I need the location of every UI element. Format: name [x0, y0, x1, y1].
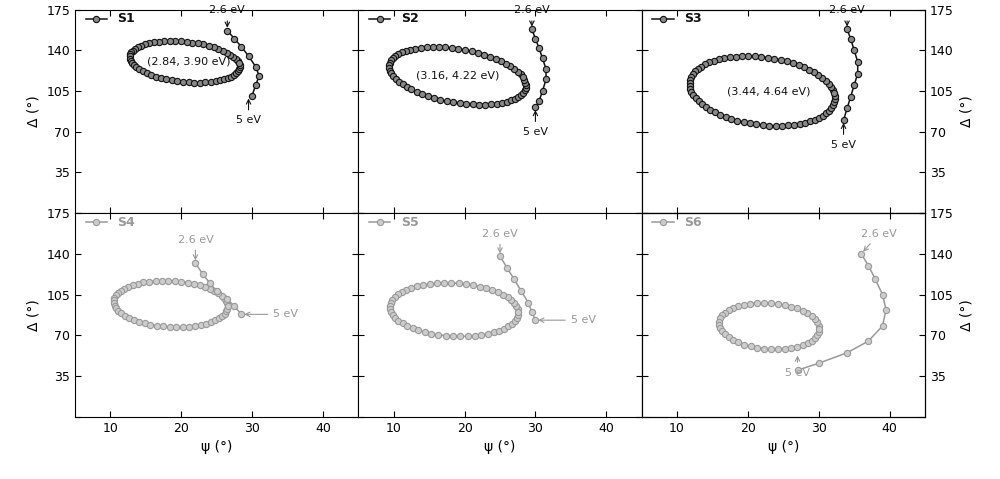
Y-axis label: Δ (°): Δ (°) [959, 299, 973, 331]
Text: 5 eV: 5 eV [831, 124, 856, 150]
Text: 5 eV: 5 eV [785, 357, 810, 378]
Text: S3: S3 [684, 12, 702, 25]
X-axis label: ψ (°): ψ (°) [201, 440, 232, 454]
Text: 5 eV: 5 eV [539, 315, 596, 325]
Text: 2.6 eV: 2.6 eV [209, 5, 245, 26]
Text: 5 eV: 5 eV [245, 309, 298, 319]
Text: 5 eV: 5 eV [236, 100, 261, 125]
Text: 2.6 eV: 2.6 eV [861, 229, 897, 251]
Text: S5: S5 [401, 216, 419, 229]
X-axis label: ψ (°): ψ (°) [768, 440, 799, 454]
X-axis label: ψ (°): ψ (°) [484, 440, 516, 454]
Text: 2.6 eV: 2.6 eV [482, 229, 518, 252]
Text: 2.6 eV: 2.6 eV [178, 235, 213, 259]
Text: 5 eV: 5 eV [523, 111, 548, 137]
Y-axis label: Δ (°): Δ (°) [27, 95, 41, 127]
Text: S4: S4 [118, 216, 135, 229]
Y-axis label: Δ (°): Δ (°) [27, 299, 41, 331]
Text: (2.84, 3.90 eV): (2.84, 3.90 eV) [147, 57, 230, 67]
Text: S6: S6 [684, 216, 702, 229]
Text: (3.44, 4.64 eV): (3.44, 4.64 eV) [727, 86, 811, 96]
Text: (3.16, 4.22 eV): (3.16, 4.22 eV) [416, 71, 499, 81]
Text: S2: S2 [401, 12, 419, 25]
Text: 2.6 eV: 2.6 eV [514, 5, 550, 25]
Text: 2.6 eV: 2.6 eV [829, 5, 865, 25]
Text: S1: S1 [118, 12, 135, 25]
Y-axis label: Δ (°): Δ (°) [959, 95, 973, 127]
